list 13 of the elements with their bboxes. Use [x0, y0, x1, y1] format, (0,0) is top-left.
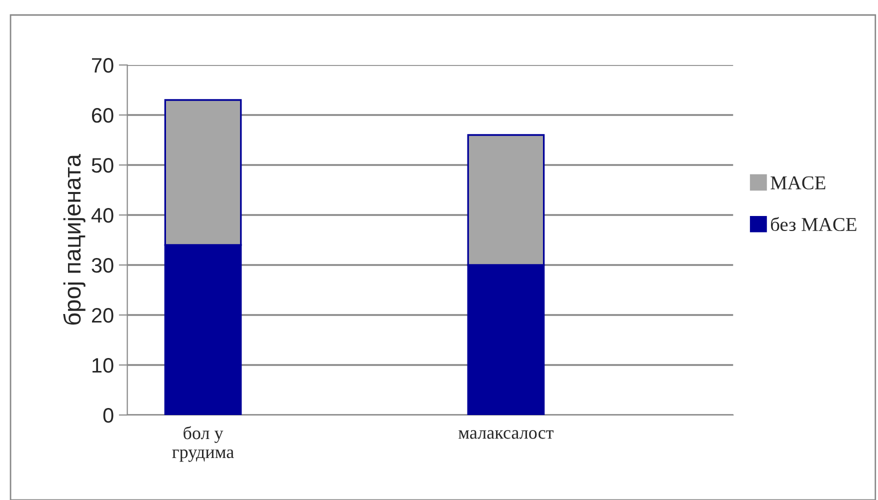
legend-label: без MACE [770, 216, 856, 232]
y-tick-label: 70 [92, 58, 114, 73]
y-tick-label: 40 [91, 208, 114, 223]
y-tick-label: 60 [92, 108, 114, 123]
x-tick-label: малаксалост [458, 430, 554, 439]
x-tick-label: бол у грудима [172, 426, 234, 462]
y-axis-title: број пацијената [63, 154, 86, 325]
y-tick-label: 10 [92, 358, 114, 373]
y-tick-label: 20 [92, 308, 114, 323]
y-tick-label: 0 [103, 408, 114, 423]
y-tick-label: 30 [92, 258, 114, 273]
y-tick-label: 50 [92, 158, 114, 173]
legend-label: MACE [770, 176, 826, 190]
